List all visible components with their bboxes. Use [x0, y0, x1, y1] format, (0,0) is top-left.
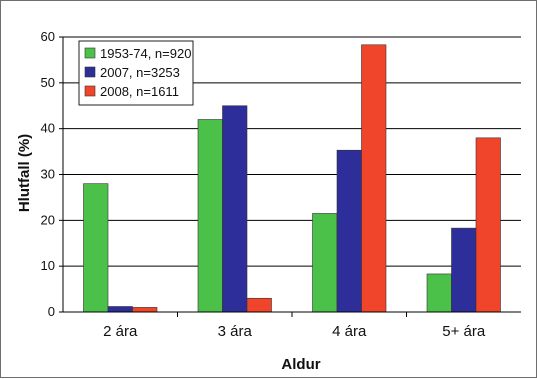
- x-tick-label: 2 ára: [103, 323, 138, 340]
- bar: [475, 137, 501, 313]
- y-tick-label: 50: [41, 75, 55, 90]
- bar: [83, 183, 109, 313]
- bar: [246, 297, 272, 313]
- legend-swatch: [84, 47, 96, 59]
- legend-items: 1953-74, n=920 2007, n=3253 2008, n=1611: [84, 46, 191, 99]
- bar: [197, 119, 223, 313]
- x-tick-label: 3 ára: [218, 323, 253, 340]
- legend-label: 1953-74, n=920: [100, 46, 191, 61]
- gridlines: [59, 36, 521, 317]
- x-tick-label: 5+ ára: [442, 323, 486, 340]
- y-tick-label: 0: [48, 304, 55, 319]
- bar: [361, 44, 387, 313]
- y-axis-title: Hlutfall (%): [16, 134, 33, 212]
- y-tick-label: 60: [41, 29, 55, 44]
- legend-swatch: [84, 85, 96, 97]
- y-tick-label: 10: [41, 258, 55, 273]
- legend-swatch: [84, 66, 96, 78]
- y-tick-labels: 0 10 20 30 40 50 60: [41, 29, 55, 319]
- bars: [83, 44, 501, 313]
- bar: [107, 306, 133, 313]
- x-tick-label: 4 ára: [332, 323, 367, 340]
- x-axis-title: Aldur: [281, 356, 320, 373]
- legend: 1953-74, n=920 2007, n=3253 2008, n=1611: [78, 40, 194, 106]
- legend-box: [78, 40, 194, 106]
- bar: [426, 273, 452, 313]
- y-tick-label: 20: [41, 212, 55, 227]
- bar: [312, 213, 338, 313]
- y-tick-label: 30: [41, 167, 55, 182]
- bar: [132, 307, 158, 313]
- legend-label: 2008, n=1611: [100, 84, 179, 99]
- y-tick-label: 40: [41, 121, 55, 136]
- legend-label: 2007, n=3253: [100, 65, 180, 80]
- bar: [336, 149, 362, 313]
- bar: [222, 105, 248, 313]
- bar: [451, 227, 477, 313]
- axes: [62, 37, 521, 313]
- x-tick-labels: 2 ára 3 ára 4 ára 5+ ára: [103, 323, 486, 340]
